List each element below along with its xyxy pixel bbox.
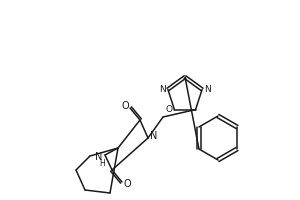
Text: N: N <box>95 152 103 162</box>
Text: O: O <box>121 101 129 111</box>
Text: O: O <box>166 105 173 114</box>
Text: N: N <box>150 131 158 141</box>
Text: O: O <box>123 179 131 189</box>
Text: N: N <box>204 85 211 94</box>
Text: H: H <box>99 158 105 168</box>
Text: N: N <box>160 85 166 94</box>
